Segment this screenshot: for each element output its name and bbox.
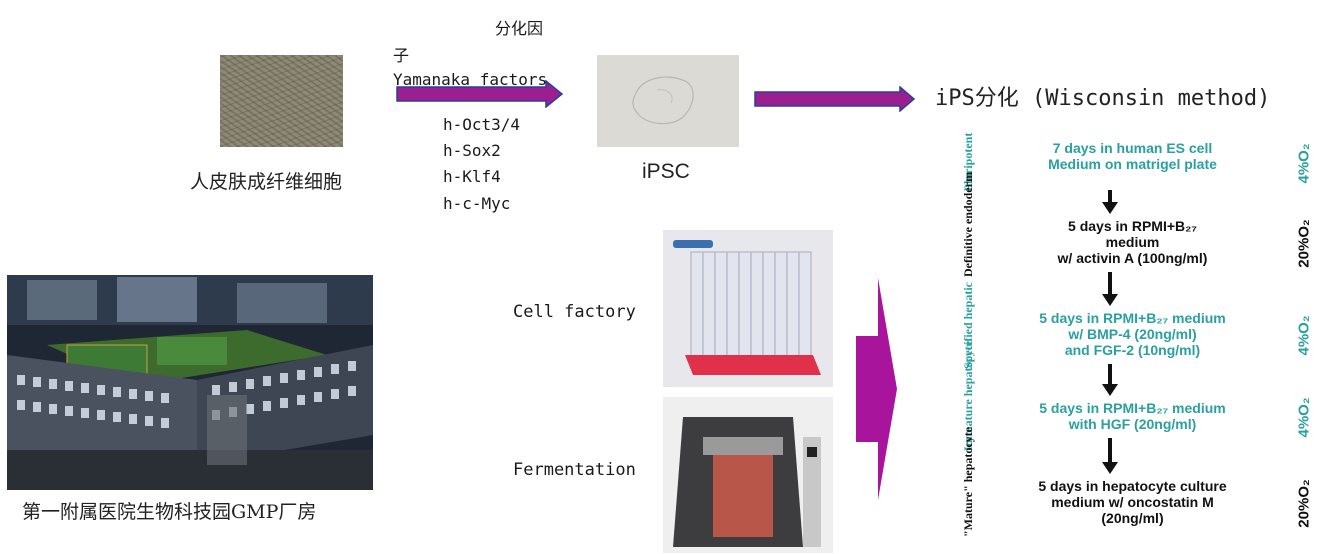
oxygen-label: 4%O₂ xyxy=(1295,397,1313,438)
source-cell-label: 人皮肤成纤维细胞 xyxy=(190,171,343,193)
differentiation-arrow xyxy=(754,86,916,112)
step-line: and FGF-2 (10ng/ml) xyxy=(1064,342,1201,358)
step-arrow xyxy=(1102,364,1118,396)
step-line: w/ activin A (100ng/ml) xyxy=(1057,250,1208,266)
fibroblast-photo xyxy=(220,55,343,147)
oxygen-label: 20%O₂ xyxy=(1295,219,1313,268)
step-arrow xyxy=(1102,272,1118,306)
oxygen-label: 20%O₂ xyxy=(1295,479,1313,528)
step-line: w/ BMP-4 (20ng/ml) xyxy=(1068,326,1197,342)
protocol-title: iPS分化 (Wisconsin method) xyxy=(935,86,1271,111)
step-description: 7 days in human ES cell Medium on matrige… xyxy=(1005,140,1260,172)
step-line: medium xyxy=(1105,234,1160,250)
factor-label-line2: 子 xyxy=(393,46,410,65)
cell-factory-photo xyxy=(663,230,833,387)
cell-factory-label: Cell factory xyxy=(513,302,636,322)
ipsc-colony-photo xyxy=(597,55,739,147)
factor-item: h-Sox2 xyxy=(443,141,501,160)
gmp-campus-photo xyxy=(7,275,373,490)
factor-item: h-c-Myc xyxy=(443,194,511,213)
step-description: 5 days in RPMI+B₂₇ medium w/ activin A (10… xyxy=(1005,218,1260,266)
stage-label: Definitive endoderm xyxy=(961,172,975,277)
factor-item: h-Oct3/4 xyxy=(443,115,521,134)
factor-label-line1: 分化因 xyxy=(495,19,544,38)
step-description: 5 days in RPMI+B₂₇ medium w/ BMP-4 (20ng/… xyxy=(1005,310,1260,358)
step-line: 5 days in RPMI+B₂₇ medium xyxy=(1039,310,1226,326)
step-line: 5 days in RPMI+B₂₇ medium xyxy=(1039,400,1226,416)
step-line: with HGF (20ng/ml) xyxy=(1068,416,1197,432)
step-arrow xyxy=(1102,438,1118,474)
step-arrow xyxy=(1102,190,1118,214)
fermentation-photo xyxy=(663,397,833,553)
production-to-protocol-arrow xyxy=(856,278,897,500)
step-line: 5 days in RPMI+B₂₇ xyxy=(1068,218,1197,234)
step-line: 5 days in hepatocyte culture xyxy=(1038,478,1227,494)
step-description: 5 days in hepatocyte culture medium w/ on… xyxy=(1005,478,1260,526)
step-description: 5 days in RPMI+B₂₇ medium with HGF (20ng/… xyxy=(1005,400,1260,432)
step-line: (20ng/ml) xyxy=(1101,510,1164,526)
oxygen-label: 4%O₂ xyxy=(1295,315,1313,356)
factor-item: h-Klf4 xyxy=(443,167,501,186)
step-line: Medium on matrigel plate xyxy=(1048,156,1217,172)
reprogramming-arrow xyxy=(396,80,564,108)
oxygen-label: 4%O₂ xyxy=(1295,143,1313,184)
step-line: 7 days in human ES cell xyxy=(1052,140,1213,156)
campus-caption: 第一附属医院生物科技园GMP厂房 xyxy=(22,501,317,523)
fermentation-label: Fermentation xyxy=(513,460,636,480)
factor-label-line3: Yamanaka factors xyxy=(393,70,548,89)
ipsc-label: iPSC xyxy=(642,160,690,183)
stage-label: "Mature" hepatocyte xyxy=(961,426,975,537)
step-line: medium w/ oncostatin M xyxy=(1051,494,1214,510)
